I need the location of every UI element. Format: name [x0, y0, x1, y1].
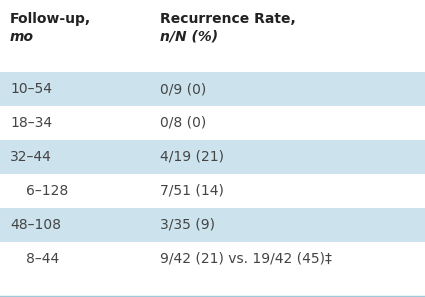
Text: 18–34: 18–34	[10, 116, 52, 130]
Bar	[0, 72, 425, 106]
Text: 3/35 (9): 3/35 (9)	[160, 218, 215, 232]
Text: 9/42 (21) vs. 19/42 (45)‡: 9/42 (21) vs. 19/42 (45)‡	[160, 252, 332, 266]
Text: 32–44: 32–44	[10, 150, 52, 164]
Text: mo: mo	[10, 30, 34, 44]
Text: 7/51 (14): 7/51 (14)	[160, 184, 224, 198]
Text: 10–54: 10–54	[10, 82, 52, 96]
Text: 6–128: 6–128	[26, 184, 68, 198]
Text: Follow-up,: Follow-up,	[10, 12, 91, 26]
Text: Recurrence Rate,: Recurrence Rate,	[160, 12, 296, 26]
Bar	[0, 140, 425, 174]
Text: 0/8 (0): 0/8 (0)	[160, 116, 206, 130]
Text: 8–44: 8–44	[26, 252, 59, 266]
Text: n/N (%): n/N (%)	[160, 30, 218, 44]
Text: 48–108: 48–108	[10, 218, 61, 232]
Text: 0/9 (0): 0/9 (0)	[160, 82, 206, 96]
Text: 4/19 (21): 4/19 (21)	[160, 150, 224, 164]
Bar	[0, 208, 425, 242]
